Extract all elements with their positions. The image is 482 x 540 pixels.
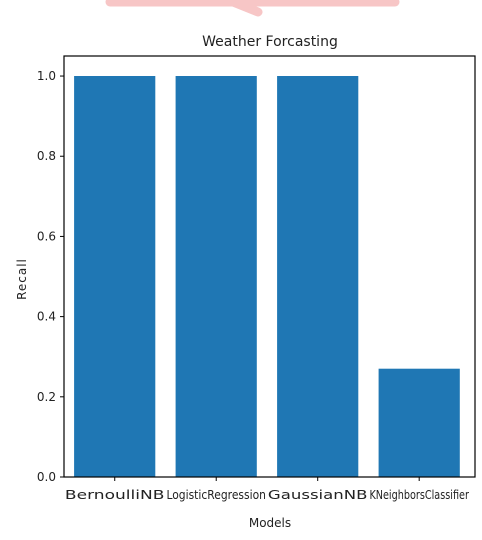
bar-gaussiannb — [277, 76, 359, 477]
x-axis-ticks: BernoulliNB LogisticRegression GaussianNB K… — [65, 477, 469, 502]
x-axis-title: Models — [249, 516, 291, 530]
bar-bernoullinb — [74, 76, 156, 477]
bars-group — [74, 76, 460, 477]
plot-frame — [63, 55, 476, 478]
bar-logisticregression — [175, 76, 257, 477]
y-tick-label: 0.8 — [37, 149, 56, 163]
x-tick-label: GaussianNB — [268, 488, 368, 502]
bar-kneighborsclassifier — [378, 368, 460, 477]
x-tick-label: BernoulliNB — [65, 488, 165, 502]
x-tick-label: LogisticRegression — [166, 488, 266, 502]
y-axis-ticks: 0.0 0.2 0.4 0.6 0.8 1.0 — [37, 69, 64, 484]
y-tick-label: 0.0 — [37, 470, 56, 484]
y-tick-label: 0.2 — [37, 390, 56, 404]
chart-title: Weather Forcasting — [202, 34, 338, 50]
y-tick-label: 0.6 — [37, 229, 56, 243]
y-tick-label: 0.4 — [37, 310, 56, 324]
x-tick-label: KNeighborsClassifier — [369, 488, 469, 502]
y-axis-title: Recall — [15, 258, 29, 300]
y-tick-label: 1.0 — [37, 69, 56, 83]
watermark-strokes — [105, 0, 400, 17]
